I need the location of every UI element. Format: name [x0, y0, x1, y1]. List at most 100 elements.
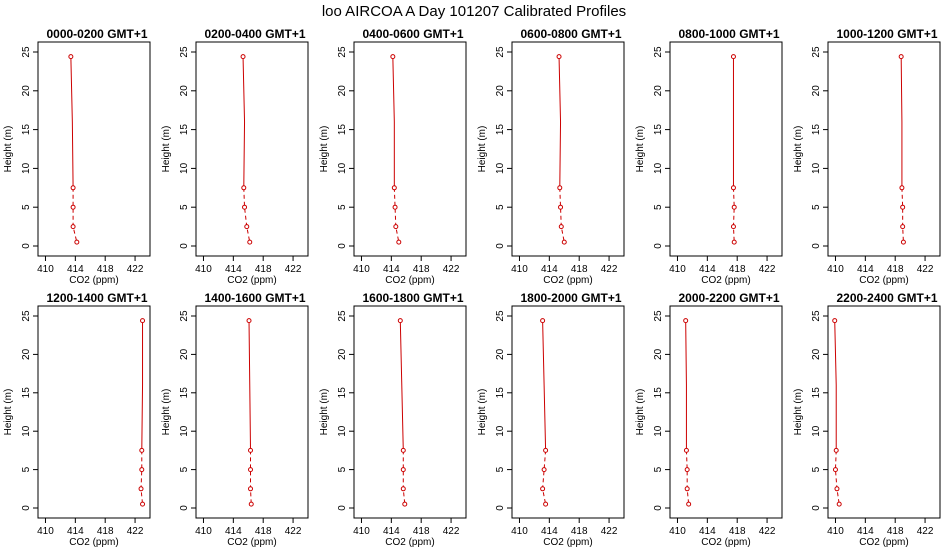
- panel-3-xtick-label: 422: [443, 264, 460, 275]
- panel-12-xtick-label: 422: [917, 526, 934, 537]
- panel-10-ytick-label: 5: [495, 466, 506, 472]
- panel-10-ytick-label: 10: [495, 425, 506, 437]
- panel-6-ytick-label: 10: [811, 162, 822, 174]
- panel-5-xtick-label: 410: [669, 264, 686, 275]
- panel-6-point: [898, 54, 904, 60]
- panel-3-profile-line: [392, 56, 395, 188]
- panel-5-ytick-label: 15: [653, 124, 664, 136]
- panel-4-xtick-label: 414: [541, 264, 558, 275]
- panel-11-point: [686, 501, 692, 507]
- panel-1-ylabel: Height (m): [3, 126, 14, 173]
- panel-3-profile-line-lower: [393, 187, 400, 243]
- panel-9-profile-line: [399, 320, 404, 451]
- panel-4-frame: [511, 41, 625, 257]
- panel-10-xtick-label: 422: [601, 526, 618, 537]
- panel-4-xtick-label: 418: [571, 264, 588, 275]
- panel-8-ytick-label: 0: [179, 505, 190, 511]
- panel-1-xtick-label: 418: [97, 264, 114, 275]
- panel-9-xtick-label: 414: [383, 526, 400, 537]
- panel-5-ytick-label: 0: [653, 243, 664, 249]
- panel-6-point: [900, 224, 906, 230]
- panel-12-xtick-label: 410: [827, 526, 844, 537]
- panel-6-point: [900, 239, 906, 245]
- panel-6-xtick-label: 410: [827, 264, 844, 275]
- panel-3-ylabel: Height (m): [319, 126, 330, 173]
- panel-8-xtick-label: 422: [285, 526, 302, 537]
- panel-12-ytick-label: 5: [811, 466, 822, 472]
- panel-6-profile-line: [900, 56, 903, 188]
- panel-8-ytick-label: 5: [179, 466, 190, 472]
- panel-6-ytick-label: 0: [811, 243, 822, 249]
- panel-10-xlabel: CO2 (ppm): [543, 537, 592, 548]
- panel-11-xtick-label: 414: [699, 526, 716, 537]
- panel-2-ytick-label: 5: [179, 204, 190, 210]
- panel-6-frame: [827, 41, 941, 257]
- panel-7-point: [139, 467, 145, 473]
- panel-3-xtick-label: 410: [353, 264, 370, 275]
- panel-11-ytick-label: 5: [653, 466, 664, 472]
- panel-11-ytick-label: 0: [653, 505, 664, 511]
- panel-1-ytick-label: 15: [21, 124, 32, 136]
- panel-2-xtick-label: 422: [285, 264, 302, 275]
- panel-7-ytick-label: 5: [21, 466, 32, 472]
- panel-9-frame: [353, 305, 467, 519]
- panel-11-ytick-label: 25: [653, 310, 664, 322]
- panel-9-profile-line-lower: [402, 450, 406, 505]
- panel-1-point: [70, 185, 76, 191]
- panel-10-xtick-label: 418: [571, 526, 588, 537]
- panel-5-frame: [669, 41, 783, 257]
- panel-1-frame: [37, 41, 151, 257]
- panel-11-point: [684, 467, 690, 473]
- panel-10-ytick-label: 25: [495, 310, 506, 322]
- panel-7-ytick-label: 15: [21, 387, 32, 399]
- panel-1-point: [74, 239, 80, 245]
- panel-3-point: [391, 185, 397, 191]
- panel-1-ytick-label: 10: [21, 162, 32, 174]
- panel-12-xlabel: CO2 (ppm): [859, 537, 908, 548]
- panel-6-point: [900, 204, 906, 210]
- panel-8-profile-line: [248, 320, 252, 451]
- panel-10-point: [541, 467, 547, 473]
- panel-6-xtick-label: 422: [917, 264, 934, 275]
- panel-6-point: [899, 185, 905, 191]
- panel-8-frame: [195, 305, 309, 519]
- panel-2-point: [242, 204, 248, 210]
- panel-4-ytick-label: 15: [495, 124, 506, 136]
- panel-10-profile-line-lower: [542, 450, 547, 505]
- panel-8-xlabel: CO2 (ppm): [227, 537, 276, 548]
- panel-7-xtick-label: 418: [97, 526, 114, 537]
- panel-12-xtick-label: 414: [857, 526, 874, 537]
- panel-7-point: [138, 486, 144, 492]
- panel-6-xtick-label: 418: [887, 264, 904, 275]
- panel-8-profile-line-lower: [250, 450, 252, 505]
- panel-4-profile-line: [558, 56, 562, 188]
- panel-3-xtick-label: 414: [383, 264, 400, 275]
- panel-3-ytick-label: 20: [337, 85, 348, 97]
- panel-9-point: [400, 467, 406, 473]
- panel-5-point: [731, 204, 737, 210]
- panel-12-point: [833, 447, 839, 453]
- panel-10-frame: [511, 305, 625, 519]
- panel-11-profile-line-lower: [685, 450, 690, 505]
- panel-2-ytick-label: 10: [179, 162, 190, 174]
- panel-2-profile-line: [242, 56, 246, 188]
- panel-3-point: [393, 224, 399, 230]
- panel-11-title: 2000-2200 GMT+1: [678, 291, 779, 305]
- panel-9-xtick-label: 422: [443, 526, 460, 537]
- panel-8-ytick-label: 10: [179, 425, 190, 437]
- panel-5-ytick-label: 10: [653, 162, 664, 174]
- panel-5-ytick-label: 20: [653, 85, 664, 97]
- panel-12-point: [834, 486, 840, 492]
- panel-1-xtick-label: 414: [67, 264, 84, 275]
- panel-10-point: [540, 486, 546, 492]
- panel-7-ylabel: Height (m): [3, 389, 14, 436]
- panel-8-ylabel: Height (m): [161, 389, 172, 436]
- panel-11-xtick-label: 422: [759, 526, 776, 537]
- panel-12-frame: [827, 305, 941, 519]
- panel-10-point: [543, 501, 549, 507]
- panel-1-xlabel: CO2 (ppm): [69, 275, 118, 286]
- panel-4-xtick-label: 410: [511, 264, 528, 275]
- panel-8-point: [248, 447, 254, 453]
- panel-4-title: 0600-0800 GMT+1: [520, 27, 621, 41]
- panel-3-xlabel: CO2 (ppm): [385, 275, 434, 286]
